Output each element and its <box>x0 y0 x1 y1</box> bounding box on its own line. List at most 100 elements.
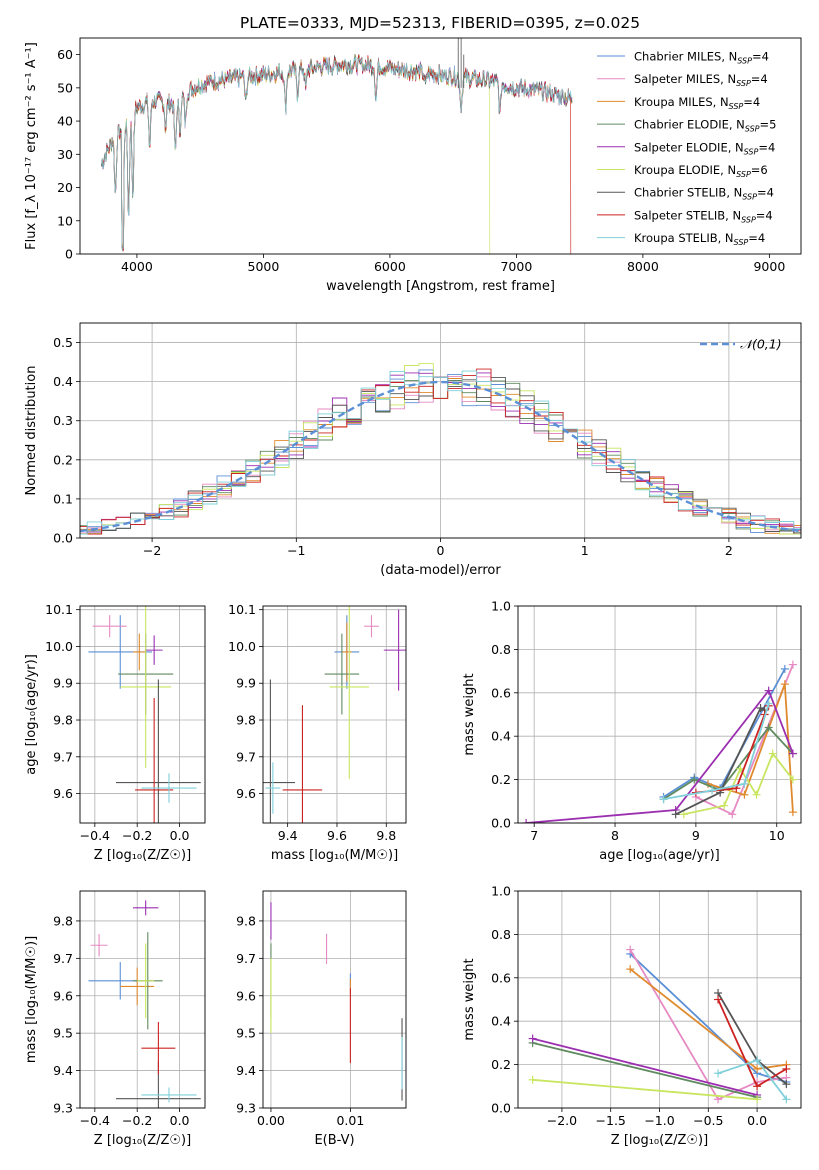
errorbar-point-5 <box>145 635 163 665</box>
panel-mass_vs_ebv: 0.00 0.01 9.3 9.4 9.5 9.6 9.7 9.8 E(B-V) <box>236 890 407 1148</box>
y-tick-label: 0.0 <box>53 531 73 546</box>
weight-marker <box>782 1064 791 1073</box>
y-tick-label: 9.7 <box>236 749 256 764</box>
plot-area-age_vs_mass <box>263 606 406 823</box>
y-tick-label: 10.0 <box>228 639 256 654</box>
weight-marker <box>764 723 773 732</box>
weight-marker <box>690 775 699 784</box>
y-tick-label: 10.0 <box>45 639 73 654</box>
spectrum-line-6 <box>101 55 491 254</box>
weight-marker <box>740 779 749 788</box>
x-tick-label: −2 <box>143 543 161 558</box>
x-axis-label: Z [log₁₀(Z/Z☉)] <box>94 848 191 863</box>
y-tick-label: 0.2 <box>491 772 511 787</box>
panel-mass_vs_Z: −0.4 −0.2 0.0 9.3 9.4 9.5 9.6 9.7 9.8 Z [log₁₀(Z/… <box>24 890 206 1148</box>
y-tick-label: 10 <box>57 213 73 228</box>
errorbar-point-3 <box>132 633 146 671</box>
weight-marker <box>768 749 777 758</box>
histogram-9 <box>80 370 801 538</box>
plot-area-weight_vs_Z <box>528 945 791 1104</box>
x-tick-label: 4000 <box>121 259 153 274</box>
weight-marker <box>714 995 723 1004</box>
axes-frame <box>262 605 407 824</box>
y-tick-label: 0.1 <box>53 491 73 506</box>
x-tick-label: 0.0 <box>747 1113 767 1128</box>
weight-marker <box>626 965 635 974</box>
y-tick-label: 9.6 <box>236 786 256 801</box>
legend-entry: Kroupa ELODIE, NSSP=6 <box>634 163 768 179</box>
x-tick-label: 9.8 <box>376 828 396 843</box>
legend-entry: 𝒩(0,1) <box>740 337 782 352</box>
y-tick-label: 0.4 <box>491 1014 511 1029</box>
x-tick-label: −0.4 <box>80 828 110 843</box>
axes-frame <box>517 605 802 824</box>
y-tick-label: 9.5 <box>53 1026 73 1041</box>
y-tick-label: 9.8 <box>236 913 256 928</box>
weight-marker <box>756 703 765 712</box>
errorbar-point-2 <box>90 934 108 957</box>
weight-marker <box>753 1095 762 1104</box>
x-axis-label: age [log₁₀(age/yr)] <box>599 848 720 863</box>
weight-marker <box>714 1069 723 1078</box>
x-tick-label: −0.4 <box>80 1113 110 1128</box>
x-tick-label: 5000 <box>248 259 280 274</box>
errorbar-point-3 <box>120 967 155 1006</box>
x-tick-label: 0.00 <box>257 1113 285 1128</box>
legend-entry: Chabrier STELIB, NSSP=4 <box>634 186 774 202</box>
spectrum-line-4 <box>101 53 573 251</box>
y-tick-label: 0.6 <box>491 970 511 985</box>
y-tick-label: 60 <box>57 47 73 62</box>
y-tick-label: 40 <box>57 114 73 129</box>
y-tick-label: 9.6 <box>53 988 73 1003</box>
x-tick-label: 8000 <box>627 259 659 274</box>
x-axis-label: E(B-V) <box>314 1133 354 1148</box>
weight-marker <box>708 786 717 795</box>
weight-marker <box>528 1075 537 1084</box>
y-tick-label: 0.0 <box>491 816 511 831</box>
x-tick-label: 2 <box>725 543 733 558</box>
weight-marker <box>788 660 797 669</box>
weight-marker <box>753 1064 762 1073</box>
panel-spectrum: 4000 5000 6000 7000 8000 9000 0 10 20 30 40 50 60 wav… <box>24 37 802 294</box>
errorbar-point-2 <box>364 615 379 638</box>
y-tick-label: 9.4 <box>236 1063 256 1078</box>
y-tick-label: 9.8 <box>53 913 73 928</box>
y-tick-label: 20 <box>57 180 73 195</box>
y-tick-label: 9.7 <box>53 951 73 966</box>
legend-entry: Salpeter ELODIE, NSSP=4 <box>634 140 775 156</box>
x-tick-label: −0.5 <box>693 1113 723 1128</box>
weight-marker <box>780 664 789 673</box>
y-tick-label: 0.8 <box>491 927 511 942</box>
x-tick-label: 7 <box>530 828 538 843</box>
weight-marker <box>626 945 635 954</box>
histogram-8 <box>80 368 801 538</box>
weight-marker <box>753 1082 762 1091</box>
y-tick-label: 9.3 <box>236 1101 256 1116</box>
weight-marker <box>671 810 680 819</box>
x-tick-label: 1 <box>581 543 589 558</box>
spectrum-line-3 <box>101 54 573 248</box>
y-tick-label: 1.0 <box>491 599 511 614</box>
y-tick-label: 9.9 <box>53 676 73 691</box>
axes-frame <box>79 890 206 1109</box>
spectrum-line-8 <box>101 54 572 254</box>
errorbar-point-3 <box>341 622 352 682</box>
spectrum-line-2 <box>101 54 573 251</box>
y-tick-label: 9.8 <box>53 713 73 728</box>
axes-frame <box>262 890 407 1109</box>
y-tick-label: 50 <box>57 80 73 95</box>
axes-frame <box>517 890 802 1109</box>
plot-area-weight_vs_age <box>522 660 797 823</box>
weight-marker <box>782 1095 791 1104</box>
x-tick-label: 7000 <box>500 259 532 274</box>
legend-entry: Salpeter STELIB, NSSP=4 <box>634 208 773 224</box>
y-tick-label: 0.0 <box>491 1101 511 1116</box>
x-tick-label: −1.0 <box>644 1113 674 1128</box>
errorbar-point-9 <box>141 1087 197 1103</box>
x-tick-label: 0.01 <box>336 1113 364 1128</box>
x-tick-label: 9.6 <box>327 828 347 843</box>
errorbar-point-9 <box>265 762 281 814</box>
axes-frame <box>79 605 206 824</box>
errorbar-point-5 <box>383 609 406 691</box>
errorbar-point-5 <box>132 900 159 916</box>
